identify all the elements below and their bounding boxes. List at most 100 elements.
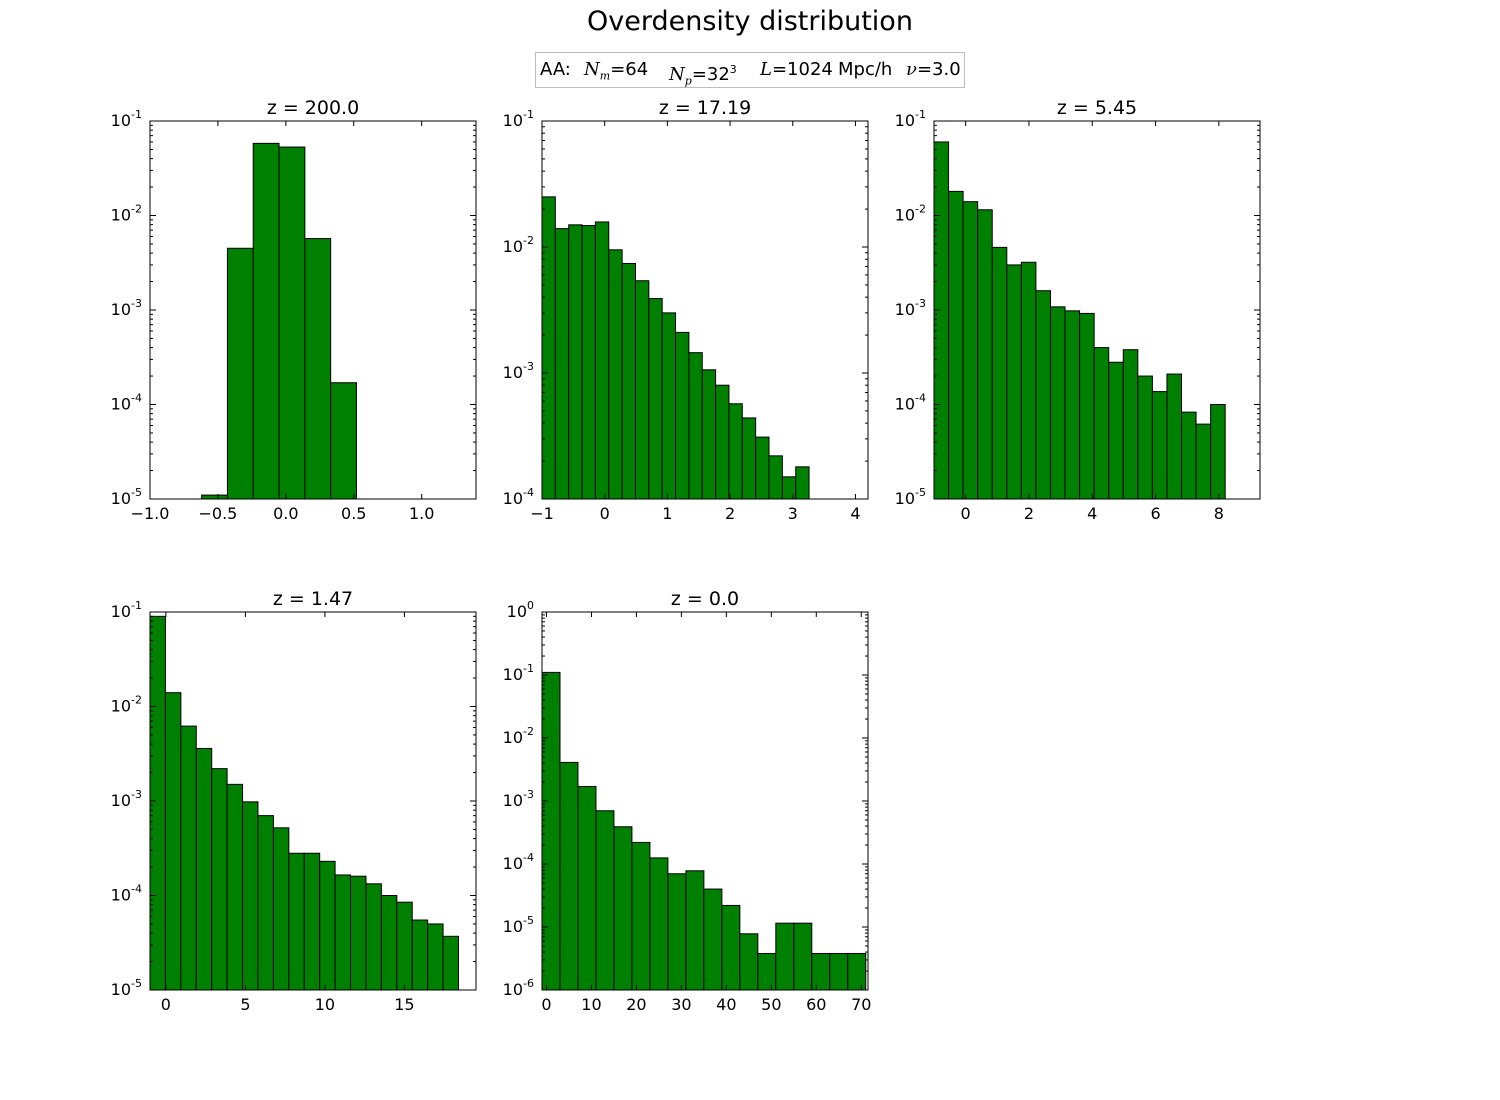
histogram-bar: [933, 141, 950, 500]
x-tick-label: 40: [716, 995, 736, 1014]
legend-np-symbol: N: [669, 64, 685, 85]
histogram-bar: [1210, 404, 1226, 500]
y-tick-label: 10-4: [111, 883, 142, 905]
x-tick-label: 10: [581, 995, 601, 1014]
x-tick-label: 1.0: [409, 504, 434, 523]
x-tick-label: 30: [671, 995, 691, 1014]
histogram-bar: [977, 209, 993, 500]
legend-nm-sub: m: [599, 69, 611, 83]
legend-np-value: =32: [691, 64, 730, 85]
y-tick-label: 10-1: [111, 599, 142, 621]
histogram-bar: [1006, 264, 1022, 500]
x-tick-label: 4: [1087, 504, 1097, 523]
y-tick-label: 10-5: [111, 486, 142, 508]
histogram-bar: [334, 874, 352, 991]
legend-nu: ν=3.0: [906, 53, 961, 87]
x-tick-label: 4: [850, 504, 860, 523]
histogram-bar: [1181, 411, 1197, 500]
histogram-bar: [1049, 306, 1066, 500]
histogram-bar: [164, 692, 182, 991]
legend-box: AA: Nm=64 Np=323 L=1024 Mpc/h ν=3.0: [535, 52, 965, 88]
legend-np-sub: p: [684, 74, 692, 88]
x-tick-label: 0.0: [273, 504, 298, 523]
y-tick-label: 10-1: [503, 108, 534, 130]
histogram-bar: [304, 238, 332, 500]
x-tick-label: 2: [1024, 504, 1034, 523]
x-tick-label: 0.5: [341, 504, 366, 523]
histogram-bar: [568, 224, 583, 500]
histogram-panel: z = 1.47 0 5 10 15 10-5 10-4 10-3 10-2 10-1: [111, 588, 477, 1014]
histogram-bar: [1151, 391, 1168, 500]
y-tick-label: 100: [507, 599, 534, 621]
histogram-bar: [272, 827, 290, 991]
histogram-bar: [613, 826, 633, 991]
histogram-bar: [242, 801, 259, 991]
histogram-bar: [1064, 310, 1081, 500]
histogram-bar: [648, 298, 663, 500]
y-tick-label: 10-3: [111, 297, 142, 319]
legend-np-exp: 3: [729, 63, 737, 76]
legend-nm-symbol: N: [584, 59, 600, 80]
histogram-bar: [1079, 312, 1095, 500]
legend-nm-value: =64: [610, 59, 649, 80]
panel-title: z = 0.0: [671, 588, 739, 610]
legend-l-unit: Mpc/h: [838, 59, 893, 80]
histogram-bar: [768, 455, 783, 500]
y-tick-label: 10-5: [895, 486, 926, 508]
x-tick-label: 8: [1214, 504, 1224, 523]
y-tick-label: 10-3: [895, 297, 926, 319]
y-tick-label: 10-2: [111, 203, 142, 225]
histogram-bar: [303, 852, 321, 991]
histogram-bar: [608, 249, 623, 500]
x-tick-label: 0: [961, 504, 971, 523]
histogram-bar: [991, 246, 1008, 500]
histogram-bar: [559, 761, 579, 991]
x-tick-label: 1: [662, 504, 672, 523]
histogram-bar: [201, 494, 228, 500]
x-tick-label: 50: [761, 995, 781, 1014]
x-tick-label: 20: [626, 995, 646, 1014]
histogram-bar: [661, 312, 677, 500]
histogram-bar: [442, 935, 460, 991]
y-tick-label: 10-4: [503, 486, 534, 508]
x-tick-label: 15: [394, 995, 414, 1014]
histogram-bar: [365, 883, 382, 991]
y-tick-label: 10-2: [503, 725, 534, 747]
histogram-bar: [847, 952, 867, 991]
histogram-bar: [427, 923, 444, 991]
histogram-bar: [195, 747, 213, 991]
histogram-bar: [554, 228, 570, 500]
histogram-bar: [757, 952, 777, 991]
x-tick-label: −0.5: [198, 504, 237, 523]
histogram-bar: [594, 221, 610, 500]
histogram-bar: [793, 922, 813, 991]
x-tick-label: 2: [725, 504, 735, 523]
histogram-bar: [728, 403, 743, 500]
histogram-bar: [396, 901, 413, 991]
histogram-bar: [649, 857, 669, 991]
x-tick-label: 60: [806, 995, 826, 1014]
legend-nu-symbol: ν: [906, 59, 917, 80]
legend-l: L=1024: [760, 53, 833, 87]
x-tick-label: 0: [161, 995, 171, 1014]
y-tick-label: 10-3: [503, 788, 534, 810]
panel-title: z = 200.0: [267, 97, 359, 119]
y-tick-label: 10-4: [111, 392, 142, 414]
histogram-bar: [621, 262, 636, 500]
histogram-bar: [755, 436, 770, 500]
histogram-bar: [715, 384, 730, 500]
histogram-bar: [288, 852, 305, 991]
histogram-panel: z = 5.45 0 2 4 6 8 10-5 10-4 10-3 10-2 10-1: [895, 97, 1261, 523]
histogram-bar: [703, 888, 723, 991]
histogram-bar: [688, 352, 703, 500]
y-tick-label: 10-5: [111, 977, 142, 999]
histogram-bar: [380, 895, 398, 991]
histogram-bar: [211, 768, 228, 991]
histogram-bar: [577, 785, 597, 991]
x-tick-label: −1: [530, 504, 554, 523]
histogram-bar: [829, 952, 849, 991]
histogram-bar: [741, 417, 757, 500]
y-tick-label: 10-3: [503, 360, 534, 382]
legend-nm: Nm=64: [584, 53, 648, 94]
